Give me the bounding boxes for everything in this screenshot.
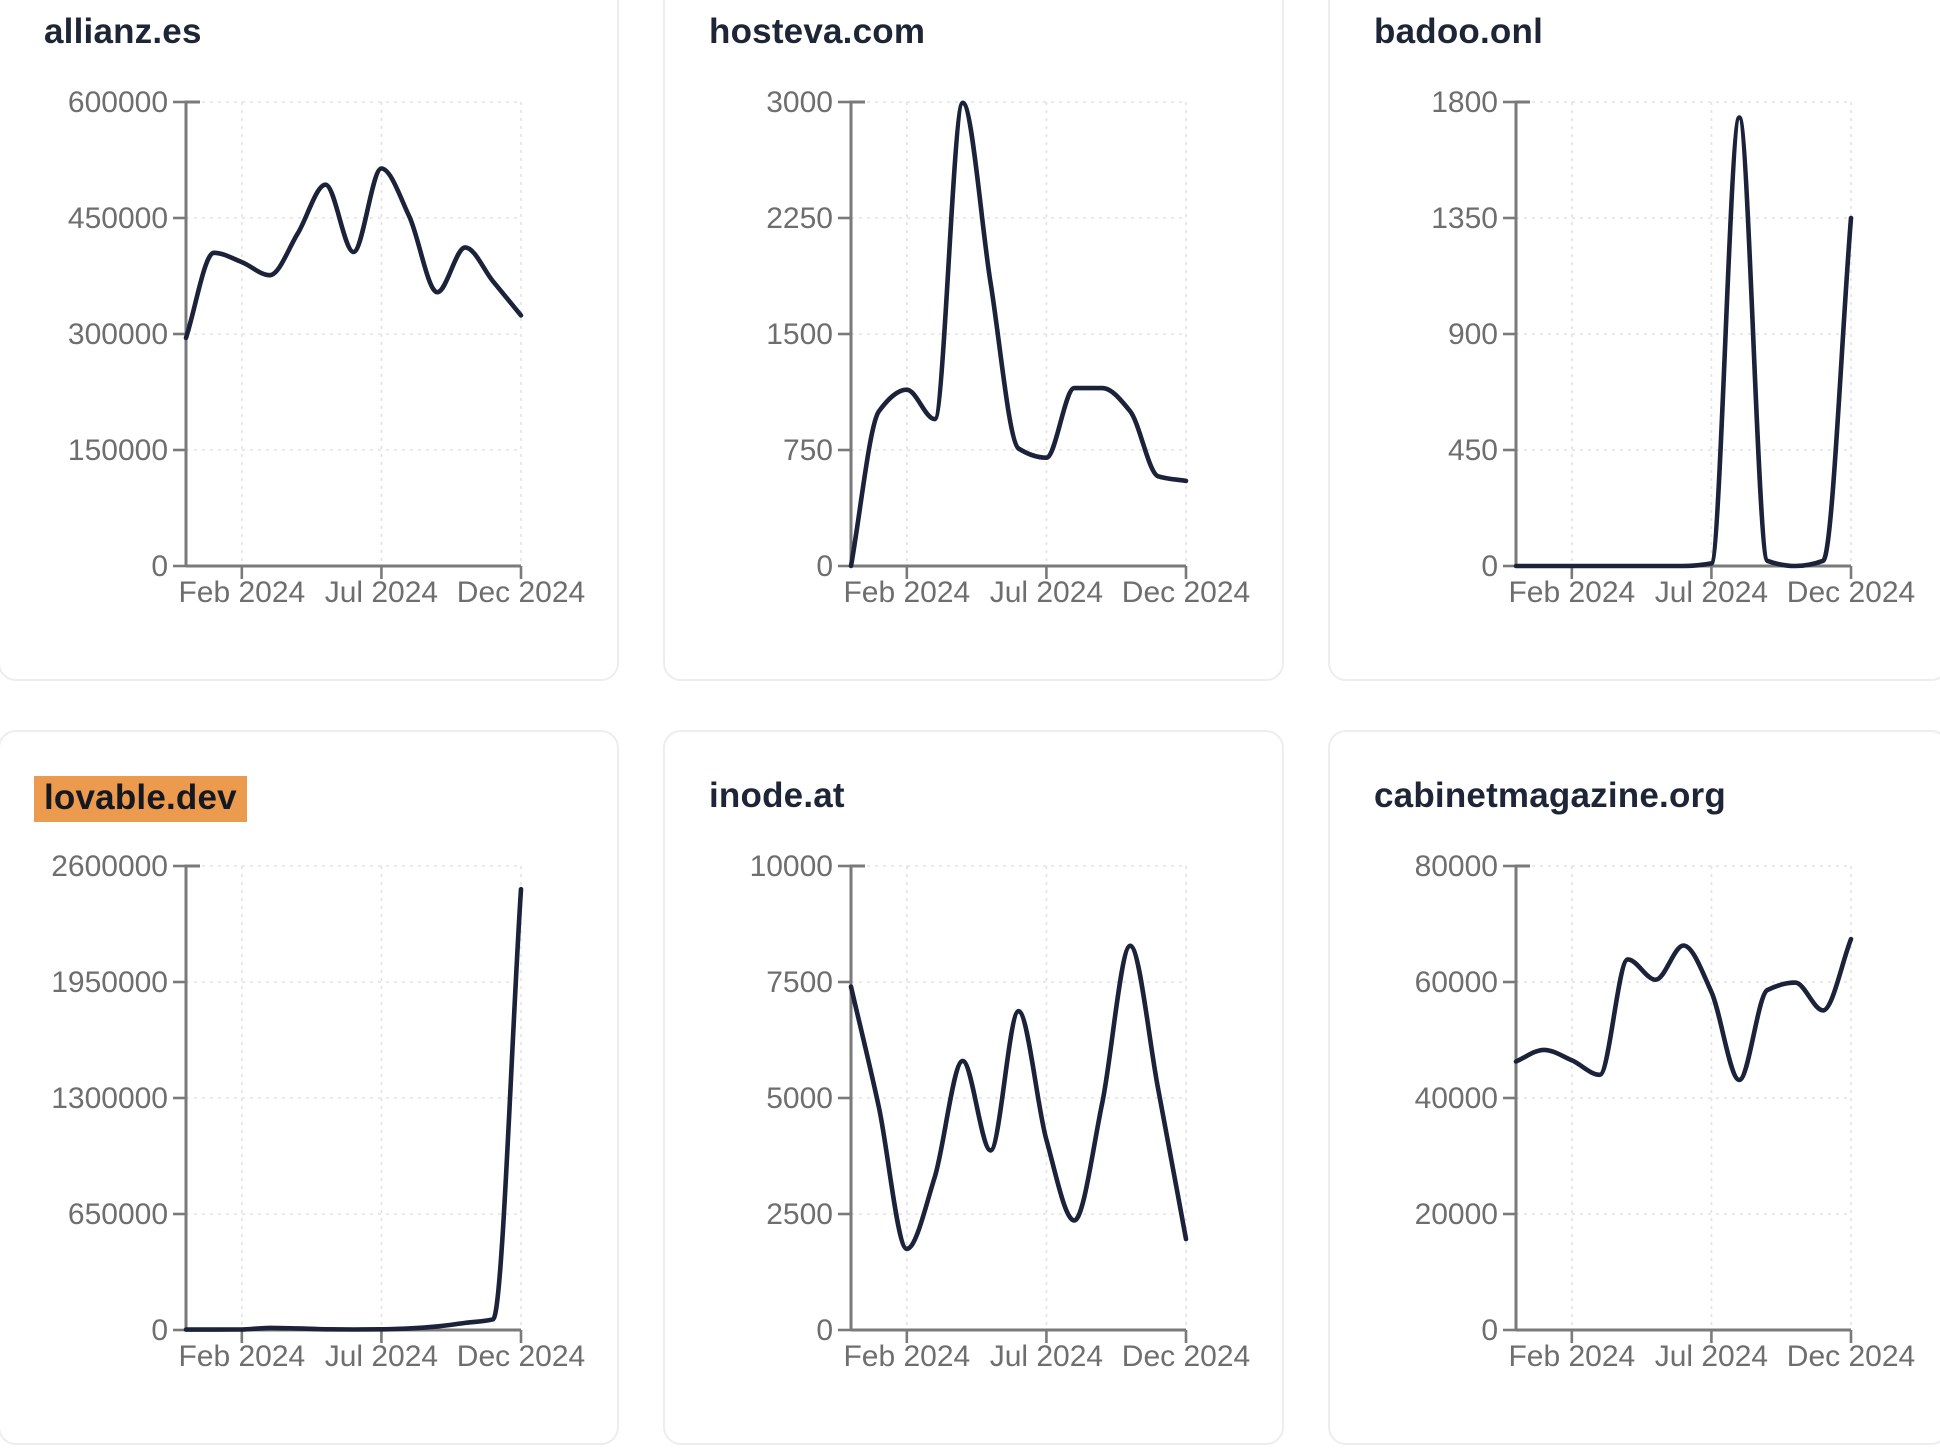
line-chart: 0 450 900 1350 1800 Feb 2024 Jul 2024 Dec 2024 (1431, 86, 1915, 609)
x-tick-label: Dec 2024 (1122, 1340, 1250, 1373)
y-tick-label: 80000 (1415, 850, 1498, 883)
x-tick-label: Jul 2024 (1655, 576, 1768, 609)
line-chart: 0 650000 1300000 1950000 2600000 Feb 2024 Jul … (51, 850, 585, 1373)
y-tick-label: 1800 (1431, 86, 1498, 119)
x-tick-label: Dec 2024 (1787, 576, 1915, 609)
y-tick-label: 900 (1448, 318, 1498, 351)
y-tick-label: 1300000 (51, 1082, 168, 1115)
domain-name-label-highlighted[interactable]: lovable.dev (34, 776, 247, 822)
y-tick-label: 5000 (766, 1082, 833, 1115)
chart-title: badoo.onl (1374, 12, 1543, 52)
series-line (1513, 115, 1854, 569)
chart-title: hosteva.com (709, 12, 925, 52)
y-tick-label: 20000 (1415, 1198, 1498, 1231)
x-tick-label: Dec 2024 (1787, 1340, 1915, 1373)
x-tick-label: Feb 2024 (178, 576, 305, 609)
chart-card: lovable.dev 0 650000 1300000 1950000 2600000… (0, 730, 619, 1445)
line-chart: 0 150000 300000 450000 600000 Feb 2024 Jul 202… (68, 86, 585, 609)
y-tick-label: 0 (151, 1314, 168, 1347)
chart-card: cabinetmagazine.org 0 20000 40000 60000 8000… (1328, 730, 1940, 1445)
domain-name-label[interactable]: cabinetmagazine.org (1374, 776, 1726, 815)
x-tick-label: Jul 2024 (1655, 1340, 1768, 1373)
y-tick-label: 2600000 (51, 850, 168, 883)
x-tick-label: Dec 2024 (1122, 576, 1250, 609)
x-tick-label: Jul 2024 (990, 1340, 1103, 1373)
series-line (183, 166, 524, 341)
line-chart: 0 750 1500 2250 3000 Feb 2024 Jul 2024 Dec 2024 (766, 86, 1250, 609)
x-tick-label: Feb 2024 (1508, 576, 1635, 609)
y-tick-label: 450 (1448, 434, 1498, 467)
x-tick-label: Feb 2024 (1508, 1340, 1635, 1373)
domain-name-label[interactable]: inode.at (709, 776, 845, 815)
y-tick-label: 0 (1481, 550, 1498, 583)
y-tick-label: 0 (1481, 1314, 1498, 1347)
x-tick-label: Feb 2024 (843, 1340, 970, 1373)
chart-card: allianz.es 0 150000 300000 450000 600000 Feb … (0, 0, 619, 681)
series-line (183, 886, 524, 1332)
x-tick-label: Jul 2024 (990, 576, 1103, 609)
y-tick-label: 1350 (1431, 202, 1498, 235)
line-chart: 0 20000 40000 60000 80000 Feb 2024 Jul 2024 Dec… (1415, 850, 1916, 1373)
series-line (848, 943, 1189, 1252)
domain-name-label[interactable]: allianz.es (44, 12, 202, 51)
domain-name-label[interactable]: hosteva.com (709, 12, 926, 51)
y-tick-label: 40000 (1415, 1082, 1498, 1115)
y-tick-label: 300000 (68, 318, 168, 351)
x-tick-label: Feb 2024 (843, 576, 970, 609)
series-line (848, 100, 1189, 569)
y-tick-label: 2500 (766, 1198, 833, 1231)
y-tick-label: 2250 (766, 202, 833, 235)
chart-card: hosteva.com 0 750 1500 2250 3000 Feb 2024 Jul … (663, 0, 1284, 681)
y-tick-label: 1500 (766, 318, 833, 351)
chart-title: inode.at (709, 776, 845, 816)
series-line (1513, 936, 1854, 1083)
y-tick-label: 0 (816, 1314, 833, 1347)
chart-title: allianz.es (44, 12, 202, 52)
y-tick-label: 750 (783, 434, 833, 467)
chart-title: cabinetmagazine.org (1374, 776, 1726, 816)
domain-name-label[interactable]: badoo.onl (1374, 12, 1543, 51)
chart-card: badoo.onl 0 450 900 1350 1800 Feb 2024 Jul 202… (1328, 0, 1940, 681)
chart-card: inode.at 0 2500 5000 7500 10000 Feb 2024 Jul 2… (663, 730, 1284, 1445)
x-tick-label: Jul 2024 (325, 576, 438, 609)
y-tick-label: 60000 (1415, 966, 1498, 999)
y-tick-label: 1950000 (51, 966, 168, 999)
y-tick-label: 150000 (68, 434, 168, 467)
y-tick-label: 600000 (68, 86, 168, 119)
line-chart: 0 2500 5000 7500 10000 Feb 2024 Jul 2024 Dec 20… (750, 850, 1251, 1373)
x-tick-label: Dec 2024 (457, 1340, 585, 1373)
x-tick-label: Jul 2024 (325, 1340, 438, 1373)
y-tick-label: 0 (816, 550, 833, 583)
x-tick-label: Dec 2024 (457, 576, 585, 609)
y-tick-label: 7500 (766, 966, 833, 999)
y-tick-label: 650000 (68, 1198, 168, 1231)
chart-title: lovable.dev (34, 776, 247, 822)
y-tick-label: 450000 (68, 202, 168, 235)
y-tick-label: 3000 (766, 86, 833, 119)
y-tick-label: 10000 (750, 850, 833, 883)
x-tick-label: Feb 2024 (178, 1340, 305, 1373)
y-tick-label: 0 (151, 550, 168, 583)
